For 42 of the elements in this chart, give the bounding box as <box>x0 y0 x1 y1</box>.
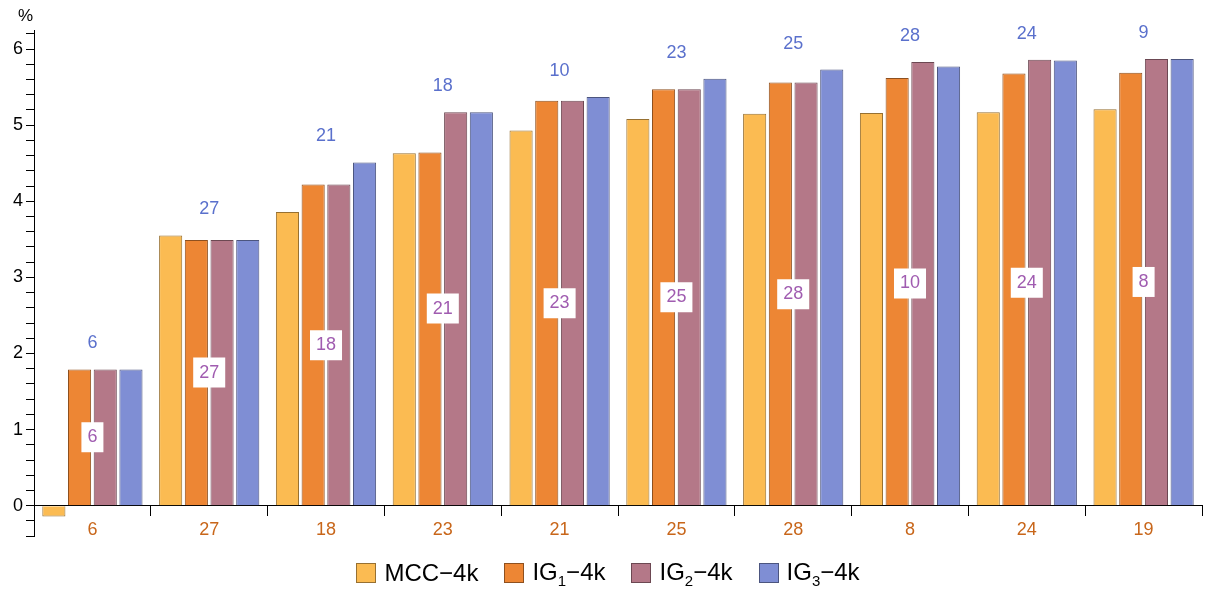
annotation: 10 <box>549 59 570 80</box>
annotation: 18 <box>315 334 337 355</box>
annotation: 21 <box>432 297 453 318</box>
x-tick-label: 23 <box>432 518 453 539</box>
x-tick-label: 25 <box>666 518 687 539</box>
annotation: 10 <box>899 272 921 293</box>
annotation: 25 <box>666 286 687 307</box>
y-tick-label: 1 <box>13 418 24 439</box>
annotation: 28 <box>783 283 804 304</box>
annotation: 24 <box>1016 22 1037 43</box>
x-tick-label: 18 <box>315 518 337 539</box>
x-tick-label: 28 <box>783 518 804 539</box>
legend-label: IG$_{1}$−4k <box>532 558 606 589</box>
annotation: 23 <box>666 41 687 62</box>
y-axis-title: % <box>18 6 34 26</box>
annotation: 25 <box>783 32 804 53</box>
annotation: 21 <box>315 125 337 146</box>
x-tick-label: 6 <box>87 518 98 539</box>
annotation: 18 <box>432 75 453 96</box>
legend-label: MCC−4k <box>384 559 479 588</box>
x-tick-label: 21 <box>549 518 570 539</box>
annotation: 8 <box>1138 270 1149 291</box>
annotation: 28 <box>899 24 921 45</box>
y-tick-label: 5 <box>13 114 24 135</box>
legend-label: IG$_{2}$−4k <box>659 558 733 589</box>
y-tick-label: 3 <box>13 266 24 287</box>
y-tick-label: 2 <box>13 342 24 363</box>
y-tick-label: 6 <box>13 38 24 58</box>
annotation: 6 <box>87 332 98 353</box>
x-tick-label: 19 <box>1133 518 1154 539</box>
x-tick-label: 27 <box>199 518 220 539</box>
y-tick-label: 4 <box>13 190 24 211</box>
x-tick-label: 8 <box>904 518 916 539</box>
annotation: 24 <box>1016 271 1037 292</box>
annotation: 9 <box>1138 21 1149 42</box>
annotation: 23 <box>549 292 570 313</box>
y-tick-label: 0 <box>13 494 24 515</box>
annotation: 27 <box>199 198 220 219</box>
legend-label: IG$_{3}$−4k <box>786 558 860 589</box>
annotation: 27 <box>199 361 220 382</box>
x-tick-label: 24 <box>1016 518 1037 539</box>
annotation: 6 <box>87 426 98 447</box>
